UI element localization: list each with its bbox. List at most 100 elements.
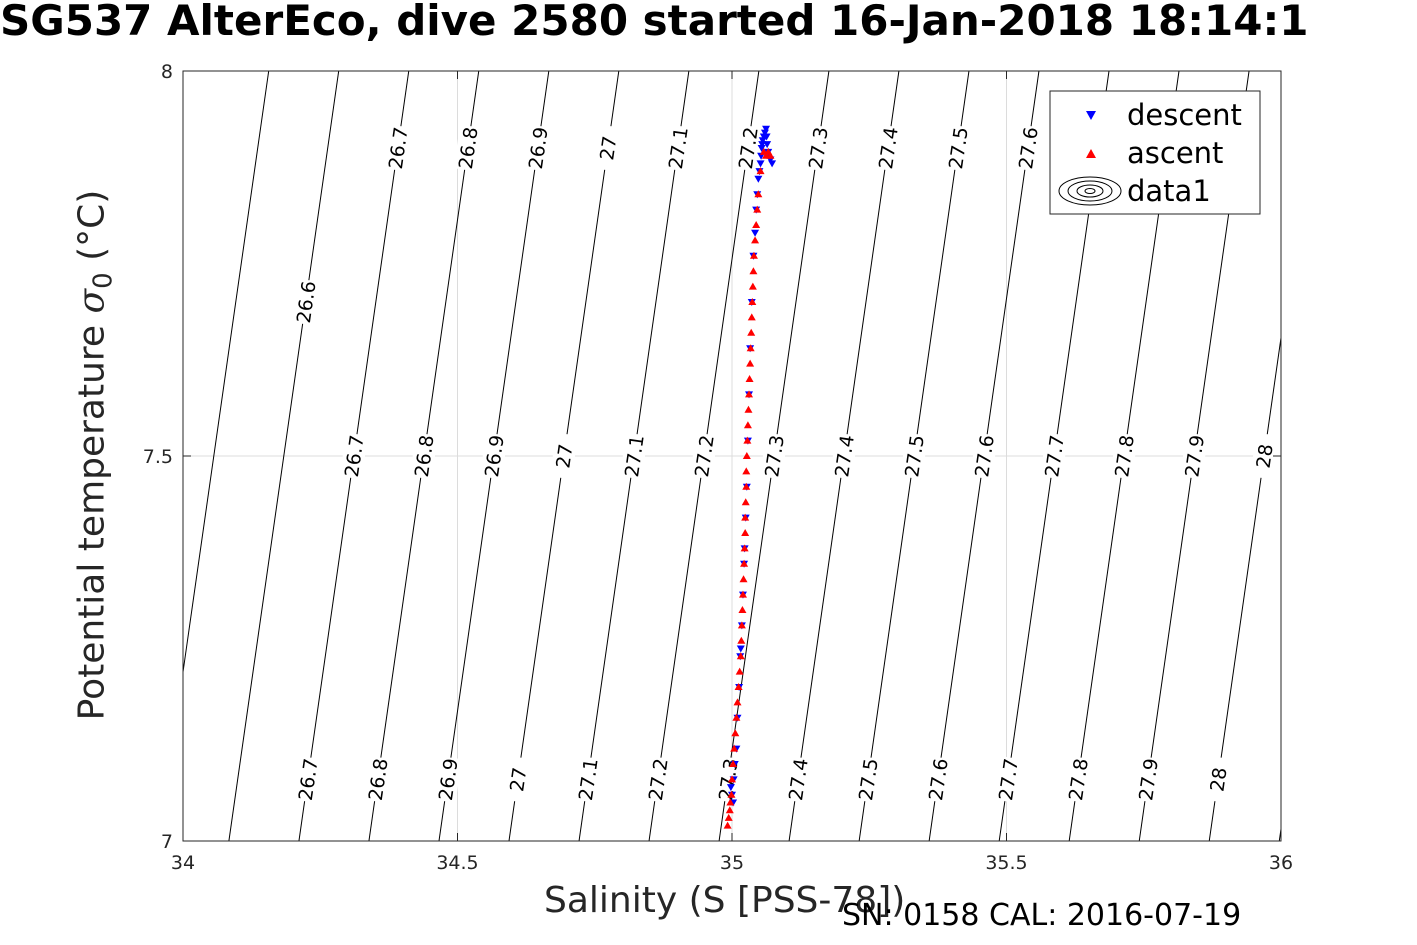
data-point-ascent xyxy=(742,452,751,459)
series-ascent xyxy=(723,147,775,829)
data-point-ascent xyxy=(733,698,742,706)
contour-label-bg xyxy=(643,756,672,803)
contour-label-group: 27 xyxy=(549,432,578,480)
data-point-ascent xyxy=(740,544,749,552)
data-point-ascent xyxy=(737,621,746,629)
contour-label-bg xyxy=(1063,756,1092,803)
legend-descent-label: descent xyxy=(1127,98,1242,132)
data-point-descent xyxy=(760,129,769,137)
data-point-ascent xyxy=(732,713,741,721)
contour-label-group: 27 xyxy=(503,756,532,803)
contour-label-bg xyxy=(549,432,578,480)
data-point-descent xyxy=(726,784,735,792)
x-axis-label: Salinity (S [PSS-78]) xyxy=(544,880,906,921)
contour-label-bg xyxy=(853,756,882,803)
data-point-ascent xyxy=(739,575,748,583)
data-point-ascent xyxy=(729,760,738,767)
data-point-ascent xyxy=(738,590,747,598)
data-point-ascent xyxy=(751,236,760,244)
contour-label-bg xyxy=(993,756,1022,803)
data-point-ascent xyxy=(754,190,763,198)
y-axis-label-subscript: 0 xyxy=(88,272,119,289)
contour-label-group: 27.2 xyxy=(643,756,673,803)
data-point-descent xyxy=(754,175,763,183)
y-tick-label: 8 xyxy=(161,61,173,83)
data-point-ascent xyxy=(728,775,736,783)
data-point-ascent xyxy=(749,267,758,275)
contour-label-bg xyxy=(619,432,648,480)
data-point-ascent xyxy=(753,205,762,213)
contour-label-bg xyxy=(1040,432,1069,480)
contour-label-bg xyxy=(593,124,622,172)
contour-line xyxy=(228,71,340,841)
legend-descent-marker xyxy=(1086,111,1096,120)
calibration-footer: SN: 0158 CAL: 2016-07-19 xyxy=(842,898,1242,933)
y-axis-label-symbol: σ xyxy=(71,288,113,314)
x-tick-label: 36 xyxy=(1269,852,1293,874)
data-point-descent xyxy=(757,145,766,152)
data-point-ascent xyxy=(748,298,757,305)
data-point-ascent xyxy=(726,798,735,806)
data-point-ascent xyxy=(731,729,740,737)
contour-label-bg xyxy=(783,756,812,803)
contour-label-bg xyxy=(453,124,482,172)
contour-label-bg xyxy=(873,124,902,172)
contour-label-group: 27.1 xyxy=(573,756,603,803)
data-point-ascent xyxy=(724,813,733,821)
contour-label-bg xyxy=(339,432,368,480)
data-point-ascent xyxy=(752,221,761,228)
data-point-ascent xyxy=(738,606,747,613)
contour-label: 27 xyxy=(596,135,621,162)
data-point-ascent xyxy=(743,421,752,429)
data-point-ascent xyxy=(748,282,757,290)
contour-label-bg xyxy=(663,124,692,172)
contour-label-group: 27.3 xyxy=(760,432,789,480)
data-point-ascent xyxy=(725,806,734,814)
contour-label: 27 xyxy=(552,443,577,470)
data-series xyxy=(723,125,777,829)
x-axis-ticks: 34 34.5 35 35.5 36 xyxy=(171,71,1293,874)
x-tick-label: 35 xyxy=(720,852,744,874)
legend-box xyxy=(1049,90,1261,215)
data-point-ascent xyxy=(742,467,751,475)
contour-label-bg xyxy=(1250,432,1279,480)
data-point-ascent xyxy=(747,313,756,321)
contour-label-bg xyxy=(689,432,718,480)
x-tick-label: 35.5 xyxy=(985,852,1027,874)
data-point-descent xyxy=(736,645,745,653)
legend-ascent-marker xyxy=(1086,149,1096,158)
contour-label-group: 28 xyxy=(1250,432,1279,480)
y-tick-label: 7 xyxy=(161,831,173,853)
data-point-ascent xyxy=(740,559,749,567)
data-point-ascent xyxy=(746,359,755,367)
contour-label-bg xyxy=(1180,432,1209,480)
contour-label-bg xyxy=(383,124,412,172)
contour-line xyxy=(1278,825,1281,841)
data-point-descent xyxy=(758,137,767,145)
data-point-ascent xyxy=(735,667,744,675)
y-axis-ticks: 77.58 xyxy=(143,61,1281,853)
data-point-ascent xyxy=(737,636,746,644)
data-point-ascent xyxy=(756,167,765,175)
contour-label-bg xyxy=(433,756,462,803)
contour-label-group: 26.9 xyxy=(433,756,463,803)
y-axis-label: Potential temperature σ0 (°C) xyxy=(71,190,118,721)
data-point-descent xyxy=(768,160,777,168)
data-point-ascent xyxy=(745,390,754,398)
contour-label-group: 26.7 xyxy=(339,432,369,480)
data-point-ascent xyxy=(736,652,745,660)
data-point-descent xyxy=(763,141,772,149)
contour-label-bg xyxy=(1134,756,1163,803)
data-point-descent xyxy=(762,125,771,133)
contour-label-bg xyxy=(760,432,788,480)
contour-label-bg xyxy=(363,756,392,803)
contour-line xyxy=(1349,71,1417,841)
data-point-descent xyxy=(762,133,771,141)
contour-label-bg xyxy=(503,756,532,803)
contour-label-group: 27.9 xyxy=(1134,756,1163,803)
contour-label-group: 26.6 xyxy=(291,278,321,326)
contour-label-bg xyxy=(1013,124,1042,172)
contour-label-bg xyxy=(573,756,602,803)
data-point-ascent xyxy=(746,344,755,352)
